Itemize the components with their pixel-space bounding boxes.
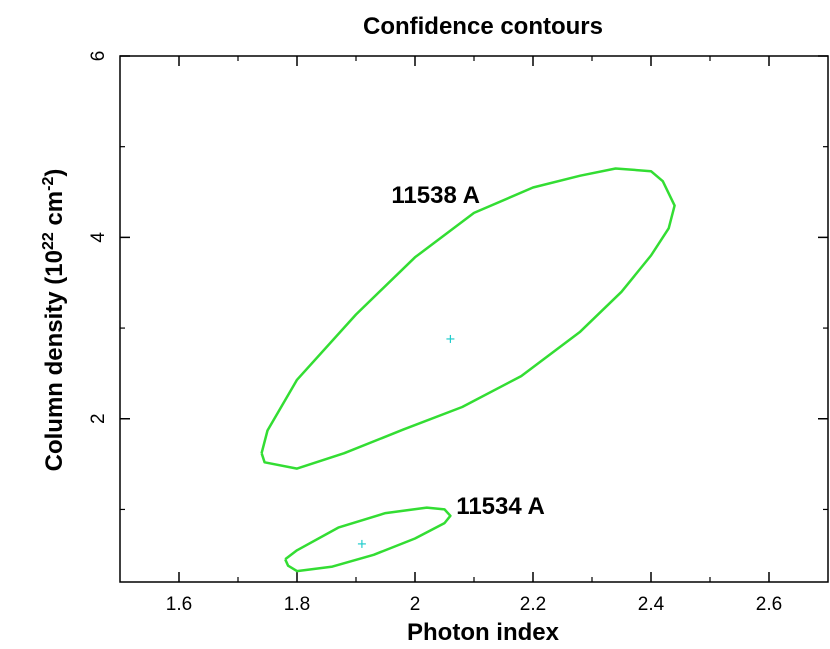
x-tick-label: 2.2 — [520, 594, 546, 615]
best-fit-marker-1 — [446, 334, 455, 343]
contour-labels: 11538 A 11534 A — [391, 182, 544, 520]
x-tick-labels: 1.6 1.8 2 2.2 2.4 2.6 — [166, 594, 782, 615]
contour-label-2: 11534 A — [456, 493, 545, 520]
y-tick-label: 2 — [88, 413, 109, 424]
x-axis-label: Photon index — [407, 619, 560, 646]
chart-title: Confidence contours — [363, 13, 603, 40]
x-tick-label: 1.6 — [166, 594, 192, 615]
x-tick-label: 2.4 — [638, 594, 665, 615]
x-tick-label: 1.8 — [284, 594, 310, 615]
x-tick-label: 2 — [410, 594, 421, 615]
best-fit-marker-2 — [357, 539, 366, 548]
tick-marks — [120, 55, 828, 582]
y-axis-label: Column density (1022 cm-2) — [40, 169, 68, 472]
x-tick-label: 2.6 — [756, 594, 782, 615]
contour-label-1: 11538 A — [391, 182, 480, 209]
y-tick-labels: 2 4 6 — [88, 51, 109, 424]
y-tick-label: 4 — [88, 232, 109, 243]
best-fit-markers — [357, 334, 455, 548]
contour-series — [260, 167, 676, 573]
contour-1 — [260, 167, 676, 470]
contour-2 — [284, 506, 452, 573]
y-tick-label: 6 — [88, 51, 109, 62]
